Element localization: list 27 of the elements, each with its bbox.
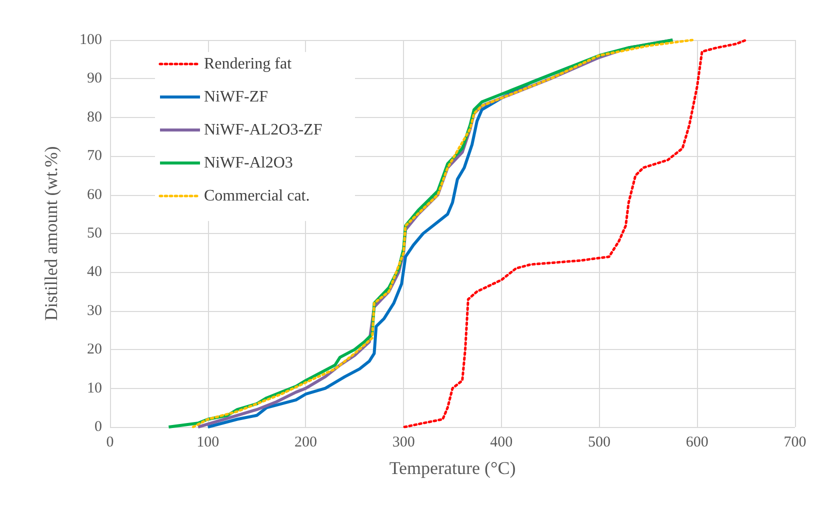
x-axis-title: Temperature (°C) [389, 458, 516, 478]
x-tick-label: 700 [784, 434, 806, 450]
legend-label: NiWF-AL2O3-ZF [204, 122, 322, 138]
x-tick-label: 200 [294, 434, 317, 450]
legend-label: Rendering fat [204, 56, 292, 72]
line-series [403, 38, 748, 428]
legend-label: NiWF-ZF [204, 88, 268, 106]
y-tick-label: 60 [87, 186, 102, 203]
x-tick-label: 600 [686, 434, 708, 450]
legend-label: NiWF-Al2O3 [204, 154, 293, 172]
x-tick-label: 0 [106, 434, 114, 450]
x-tick-label: 300 [392, 434, 415, 450]
legend-label: Commercial cat. [204, 188, 310, 204]
y-tick-label: 10 [87, 380, 102, 396]
x-tick-label: 400 [490, 434, 513, 450]
y-tick-label: 0 [94, 419, 102, 435]
y-tick-label: 50 [87, 226, 102, 242]
y-tick-label: 20 [87, 342, 102, 358]
x-tick-label: 100 [196, 434, 220, 450]
y-axis-title: Distilled amount (wt.%) [41, 146, 61, 321]
y-tick-label: 40 [87, 264, 102, 280]
y-tick-label: 100 [80, 32, 102, 48]
y-tick-label: 80 [87, 109, 102, 126]
y-tick-label: 70 [87, 148, 102, 164]
y-tick-label: 90 [87, 70, 102, 87]
x-tick-label: 500 [588, 434, 611, 450]
y-tick-label: 30 [87, 302, 102, 319]
